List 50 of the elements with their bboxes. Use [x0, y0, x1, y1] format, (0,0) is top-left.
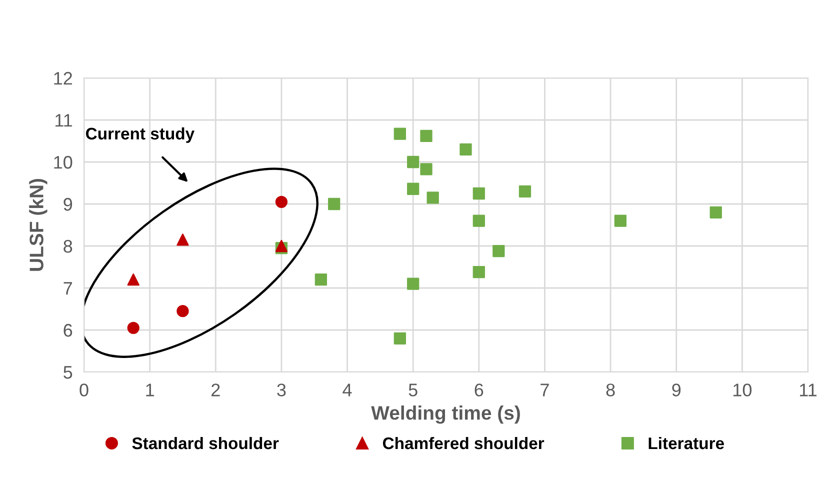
point [407, 182, 420, 195]
x-tick-label: 11 [800, 384, 816, 396]
point [275, 196, 288, 208]
point [472, 266, 485, 278]
annotation: Current study [86, 127, 194, 143]
point [426, 192, 439, 204]
point [407, 278, 420, 290]
point [614, 214, 626, 227]
legend-label: Literature [648, 436, 724, 450]
y-tick-label: 7 [64, 282, 72, 295]
point [314, 274, 328, 286]
x-tick-label: 0 [80, 384, 88, 396]
point [328, 198, 340, 210]
y-tick-label: 8 [64, 240, 72, 253]
point [460, 143, 472, 156]
x-tick-label: 9 [672, 384, 681, 396]
x-axis-title: Welding time (s) [371, 406, 520, 424]
x-tick-label: 3 [277, 384, 286, 396]
point [394, 128, 406, 140]
y-tick-label: 5 [64, 366, 72, 379]
point [518, 185, 532, 198]
y-axis-title: ULSF (kN) [29, 178, 48, 271]
legend-label: Standard shoulder [132, 436, 279, 450]
point [127, 274, 140, 286]
x-tick-label: 7 [540, 384, 549, 396]
point [394, 332, 406, 344]
x-tick-label: 6 [474, 384, 484, 396]
x-tick-label: 5 [408, 384, 418, 396]
point [710, 206, 722, 218]
point [472, 187, 485, 200]
legend-label: Chamfered shoulder [382, 436, 544, 450]
y-tick-label: 10 [54, 156, 72, 169]
y-tick-label: 12 [54, 72, 72, 85]
point [127, 322, 140, 334]
point [176, 234, 189, 246]
x-tick-label: 8 [606, 384, 615, 396]
point [492, 244, 505, 258]
x-tick-label: 4 [342, 384, 352, 396]
x-tick-label: 2 [212, 384, 220, 396]
point [420, 163, 432, 176]
y-tick-label: 6 [64, 324, 72, 337]
point [407, 156, 420, 168]
point [420, 130, 432, 142]
x-tick-label: 10 [734, 384, 752, 396]
x-tick-label: 1 [146, 384, 154, 396]
point [275, 240, 288, 252]
point [472, 214, 485, 227]
y-tick-label: 9 [64, 198, 72, 211]
point [176, 305, 189, 318]
y-tick-label: 11 [56, 114, 72, 127]
